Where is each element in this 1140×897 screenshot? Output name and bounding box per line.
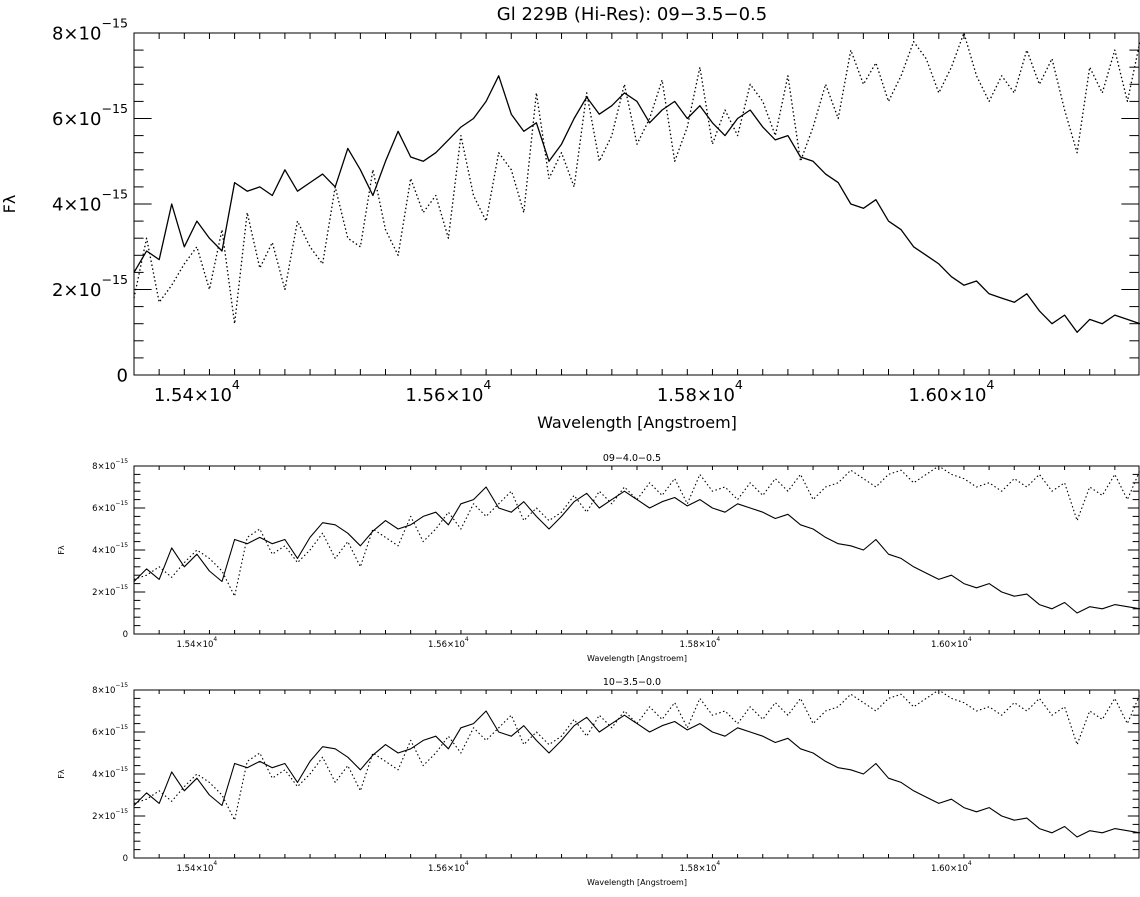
plot-frame — [133, 32, 1140, 376]
y-tick-label: 8×10−15 — [52, 15, 128, 44]
y-tick-label: 4×10−15 — [92, 766, 128, 780]
y-tick-label: 6×10−15 — [92, 724, 128, 738]
x-axis-label: Wavelength [Angstroem] — [587, 654, 687, 663]
y-tick-label: 0 — [123, 630, 128, 640]
x-tick-label: 1.54×104 — [177, 860, 218, 874]
y-tick-label: 2×10−15 — [52, 272, 128, 301]
x-tick-label: 1.58×104 — [657, 377, 743, 406]
y-tick-label: 8×10−15 — [92, 458, 128, 472]
x-tick-label: 1.56×104 — [428, 636, 469, 650]
x-axis-label: Wavelength [Angstroem] — [587, 878, 687, 887]
plot-frame — [133, 689, 1140, 859]
y-axis-label: Fλ — [0, 195, 19, 214]
y-tick-label: 4×10−15 — [52, 186, 128, 215]
dotted-spectrum-line — [133, 689, 1140, 821]
x-tick-label: 1.56×104 — [405, 377, 491, 406]
x-axis-label: Wavelength [Angstroem] — [537, 413, 737, 432]
x-tick-label: 1.58×104 — [680, 636, 721, 650]
chart-title: 09−4.0−0.5 — [603, 453, 661, 464]
solid-spectrum-line — [133, 75, 1140, 333]
y-tick-label: 2×10−15 — [92, 584, 128, 598]
solid-spectrum-line — [133, 710, 1140, 838]
y-tick-label: 6×10−15 — [92, 500, 128, 514]
y-tick-label: 2×10−15 — [92, 808, 128, 822]
x-tick-label: 1.58×104 — [680, 860, 721, 874]
chart-panel-2: 09−4.0−0.5 1.54×104 1.56×104 1.58×104 1.60×1… — [57, 453, 1140, 663]
y-tick-label: 4×10−15 — [92, 542, 128, 556]
y-tick-label: 8×10−15 — [92, 682, 128, 696]
solid-spectrum-line — [133, 486, 1140, 614]
chart-title: Gl 229B (Hi-Res): 09−3.5−0.5 — [497, 4, 767, 25]
x-tick-label: 1.54×104 — [177, 636, 218, 650]
dotted-spectrum-line — [133, 465, 1140, 597]
x-tick-label: 1.54×104 — [154, 377, 240, 406]
y-tick-label: 6×10−15 — [52, 101, 128, 130]
chart-title: 10−3.5−0.0 — [603, 677, 661, 688]
chart-panel-3: 10−3.5−0.0 1.54×104 1.56×104 1.58×104 1.60×1… — [57, 677, 1140, 887]
x-tick-label: 1.60×104 — [908, 377, 994, 406]
y-axis-label: Fλ — [57, 769, 66, 779]
x-tick-label: 1.60×104 — [931, 636, 972, 650]
y-tick-label: 0 — [117, 365, 128, 386]
y-axis-label: Fλ — [57, 545, 66, 555]
chart-panel-1: Gl 229B (Hi-Res): 09−3.5−0.5 1.54×104 1.56… — [0, 4, 1140, 432]
x-tick-label: 1.56×104 — [428, 860, 469, 874]
x-tick-label: 1.60×104 — [931, 860, 972, 874]
dotted-spectrum-line — [133, 32, 1140, 325]
plot-frame — [133, 465, 1140, 635]
y-tick-label: 0 — [123, 854, 128, 864]
